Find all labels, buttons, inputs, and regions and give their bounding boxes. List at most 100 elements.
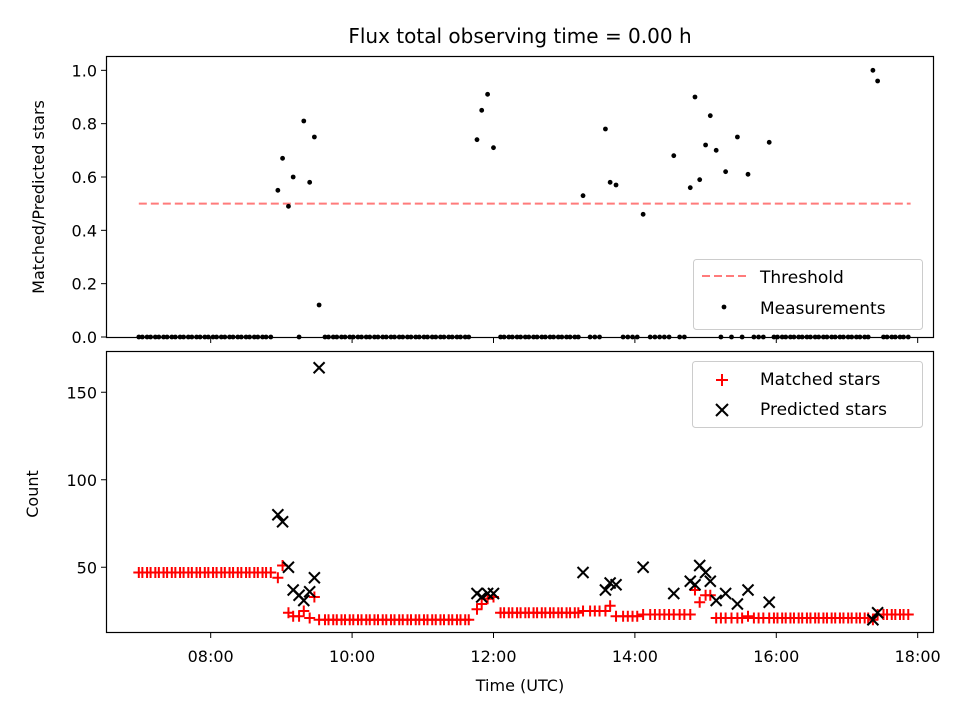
counts-x-tick-label: 16:00 [753, 647, 799, 666]
measurement-point [485, 91, 490, 97]
matched-star-point [631, 610, 643, 622]
ratio-y-tick-label: 0.8 [72, 115, 97, 134]
predicted-star-stroke-b [475, 590, 488, 604]
predicted-star-stroke-b [699, 566, 712, 579]
predicted-star-stroke-b [576, 566, 590, 579]
counts-legend: Matched stars Predicted stars [692, 361, 923, 428]
measurement-point [697, 177, 703, 183]
predicted-star-point [704, 575, 717, 588]
counts-legend-box [692, 361, 923, 428]
matched-star-point [684, 609, 696, 620]
ratio-panel: 0.0 0.2 0.4 0.6 0.8 1.0 Matched/Predicted sta… [29, 55, 935, 347]
measurement-point [875, 78, 881, 84]
matched-star-point [471, 603, 483, 615]
predicted-star-stroke-b [763, 596, 776, 609]
predicted-star-point [688, 578, 702, 591]
predicted-star-stroke-b [312, 361, 326, 374]
ratio-y-axis-label: Matched/Predicted stars [29, 100, 48, 294]
measurement-point [286, 203, 291, 209]
predicted-star-point [576, 566, 590, 579]
predicted-star-stroke-b [599, 583, 612, 597]
counts-x-tick-label: 10:00 [329, 647, 375, 666]
matched-star-point [599, 605, 611, 617]
ratio-y-axis: 0.0 0.2 0.4 0.6 0.8 1.0 [72, 61, 107, 347]
measurement-point [870, 67, 876, 73]
measurement-point [766, 139, 772, 145]
predicted-star-point [871, 606, 884, 619]
ratio-legend-box [693, 259, 923, 330]
ratio-y-tick-label: 0.6 [72, 168, 97, 187]
counts-x-tick-label: 08:00 [188, 647, 234, 666]
x-axis-label: Time (UTC) [475, 676, 564, 695]
measurement-point [603, 126, 608, 132]
predicted-star-point [487, 587, 500, 600]
counts-y-axis: 50 100 150 [66, 383, 107, 577]
measurement-point [671, 153, 677, 159]
predicted-star-point [636, 561, 650, 574]
predicted-star-point [308, 571, 321, 584]
chart-title: Flux total observing time = 0.00 h [348, 24, 691, 48]
predicted-star-stroke-b [741, 583, 755, 597]
matched-legend-swatch [716, 374, 728, 386]
predicted-star-point [475, 590, 488, 604]
measurement-point [311, 134, 317, 140]
predicted-stars-layer [271, 361, 884, 626]
predicted-star-stroke-b [603, 576, 617, 590]
matched-star-point [304, 612, 316, 624]
predicted-legend-swatch [715, 403, 729, 417]
measurement-point [474, 137, 480, 143]
measurement-point [734, 134, 740, 140]
predicted-star-point [312, 361, 326, 374]
predicted-star-stroke-b [693, 559, 706, 572]
ratio-legend: Threshold Measurements [693, 259, 923, 330]
counts-x-tick-label: 14:00 [612, 647, 658, 666]
counts-x-axis: 08:00 10:00 12:00 14:00 16:00 18:00 [188, 632, 941, 666]
predicted-star-stroke-b [719, 587, 732, 600]
measurement-point [580, 193, 586, 199]
counts-x-tick-label: 12:00 [470, 647, 516, 666]
measurement-point [290, 174, 296, 180]
predicted-star-stroke-b [871, 606, 884, 619]
matched-star-point [742, 610, 754, 622]
predicted-star-point [667, 587, 680, 600]
measurement-point [613, 182, 619, 188]
predicted-star-stroke-b [731, 597, 744, 611]
measurements-legend-label: Measurements [760, 299, 886, 319]
matched-star-point [604, 600, 616, 612]
measurement-point [607, 179, 613, 185]
measurement-point [713, 147, 719, 153]
counts-y-tick-label: 100 [66, 471, 97, 490]
predicted-star-point [866, 613, 880, 626]
predicted-star-point [719, 587, 732, 600]
predicted-star-stroke-b [286, 583, 300, 597]
measurement-point [316, 302, 322, 308]
predicted-star-point [731, 597, 744, 611]
predicted-star-stroke-b [487, 587, 500, 600]
ratio-x-axis [210, 337, 919, 343]
predicted-star-point [271, 508, 285, 521]
predicted-star-stroke-b [667, 587, 680, 600]
predicted-star-stroke-b [704, 575, 717, 588]
predicted-star-point [741, 583, 755, 597]
measurement-point [692, 94, 698, 100]
measurements-legend-swatch [721, 304, 727, 310]
predicted-star-stroke-b [276, 515, 289, 528]
predicted-star-stroke-b [709, 594, 723, 607]
predicted-star-stroke-b [282, 561, 295, 574]
threshold-legend-label: Threshold [759, 268, 844, 288]
matched-star-point [736, 612, 748, 624]
predicted-star-point [609, 578, 623, 591]
predicted-star-point [276, 515, 289, 528]
measurement-point [479, 107, 485, 113]
ratio-axes-frame [105, 55, 935, 339]
ratio-y-tick-label: 0.2 [72, 275, 97, 294]
predicted-star-stroke-b [308, 571, 321, 584]
predicted-star-point [599, 583, 612, 597]
matched-stars-layer [133, 560, 914, 626]
matched-star-point [704, 589, 716, 601]
predicted-star-point [709, 594, 723, 607]
counts-y-tick-label: 50 [77, 558, 97, 577]
measurement-point [723, 169, 729, 175]
